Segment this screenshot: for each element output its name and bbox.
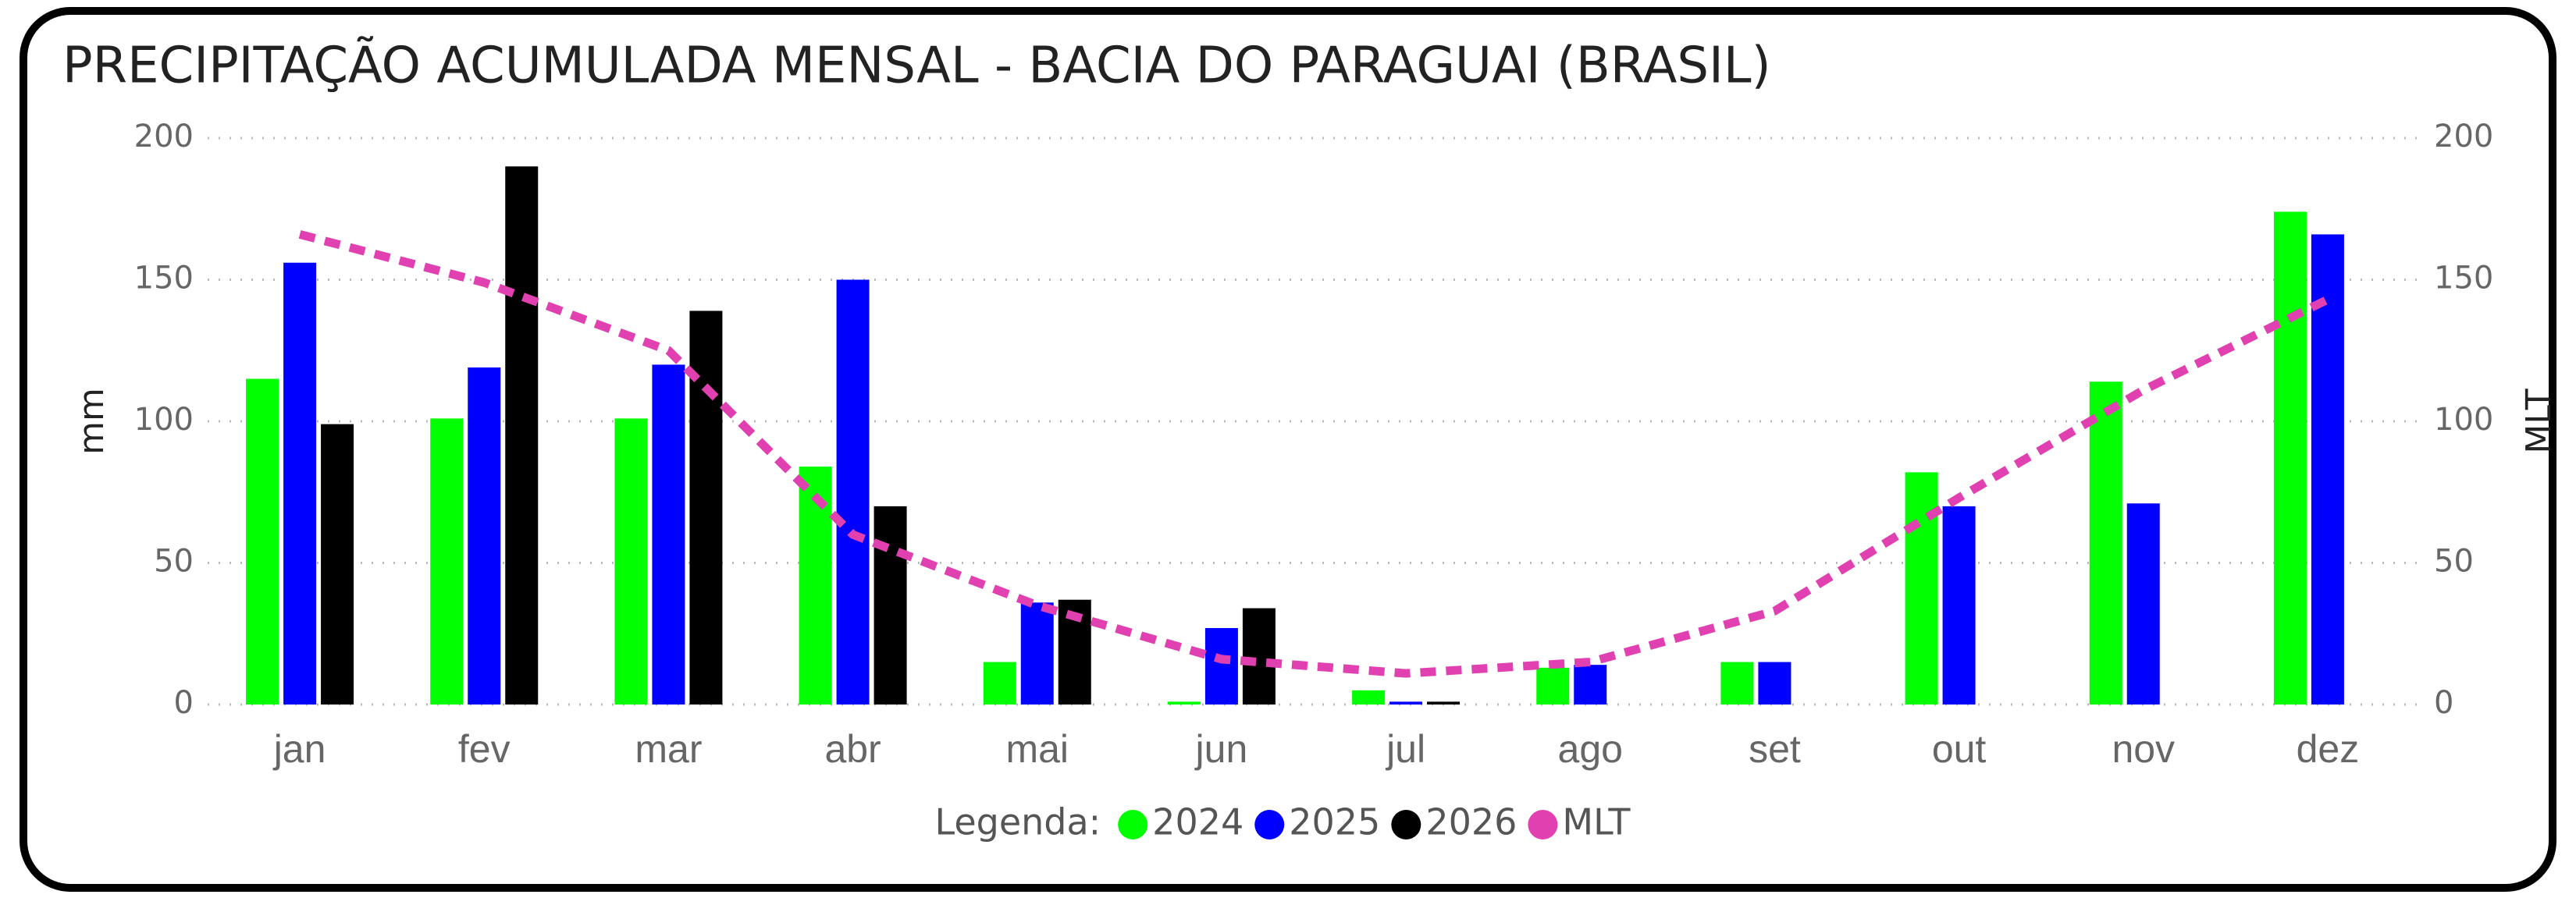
x-tick-label: set <box>1749 727 1801 771</box>
x-tick-label: mar <box>635 727 702 771</box>
bar <box>652 364 685 705</box>
y-tick-label: 200 <box>134 119 194 154</box>
legend-label: 2024 <box>1152 801 1244 843</box>
bar <box>2273 211 2307 705</box>
bar <box>430 418 464 705</box>
x-tick-label: jul <box>1385 727 1425 771</box>
y2-tick-label: 0 <box>2434 685 2453 721</box>
x-tick-label: nov <box>2112 727 2175 771</box>
y-tick-label: 150 <box>134 261 194 296</box>
bar <box>468 367 501 705</box>
bar <box>1942 506 1976 705</box>
bar <box>1427 701 1461 705</box>
legend-label: 2026 <box>1425 801 1517 843</box>
bar <box>799 467 832 705</box>
bar <box>873 506 907 705</box>
legend-marker <box>1528 810 1558 839</box>
legend-marker <box>1391 810 1421 839</box>
legend-marker <box>1118 810 1148 839</box>
legend-label: 2025 <box>1289 801 1380 843</box>
bar <box>1574 665 1607 705</box>
y-tick-label: 100 <box>134 402 194 438</box>
bar <box>321 424 354 705</box>
y-tick-label: 0 <box>174 685 194 721</box>
y2-tick-label: 150 <box>2434 261 2493 296</box>
bar <box>1758 662 1791 705</box>
x-tick-label: out <box>1932 727 1987 771</box>
x-tick-label: fev <box>458 727 511 771</box>
bar <box>246 378 279 705</box>
y2-tick-label: 200 <box>2434 119 2493 154</box>
bar <box>1905 472 1938 705</box>
bar <box>1352 690 1386 705</box>
bar <box>1167 701 1201 705</box>
x-tick-label: dez <box>2297 727 2360 771</box>
bar <box>614 418 648 705</box>
bar <box>505 166 539 705</box>
bar <box>2126 503 2160 705</box>
y2-axis-label: MLT <box>2519 389 2559 453</box>
bar <box>1720 662 1754 705</box>
y-axis-label: mm <box>72 388 112 455</box>
bar <box>836 279 870 705</box>
bar <box>2089 382 2122 705</box>
bar <box>1020 602 1054 705</box>
y2-tick-label: 50 <box>2434 544 2474 580</box>
chart-title: PRECIPITAÇÃO ACUMULADA MENSAL - BACIA DO… <box>62 37 1771 95</box>
bar <box>2311 234 2344 705</box>
y2-tick-label: 100 <box>2434 402 2493 438</box>
x-tick-label: ago <box>1558 727 1623 771</box>
legend-label: MLT <box>1562 801 1631 843</box>
x-tick-label: mai <box>1005 727 1069 771</box>
bar <box>1389 701 1423 705</box>
x-tick-label: jan <box>272 727 326 771</box>
bar <box>1204 627 1238 705</box>
y-tick-label: 50 <box>154 544 194 580</box>
bar <box>983 662 1016 705</box>
x-tick-label: jun <box>1194 727 1248 771</box>
legend-title: Legenda: <box>935 801 1101 843</box>
bar <box>1242 608 1276 705</box>
x-tick-label: abr <box>824 727 881 771</box>
bar <box>689 311 723 705</box>
bar <box>283 262 317 705</box>
legend-marker <box>1254 810 1285 839</box>
bar <box>1536 667 1570 705</box>
